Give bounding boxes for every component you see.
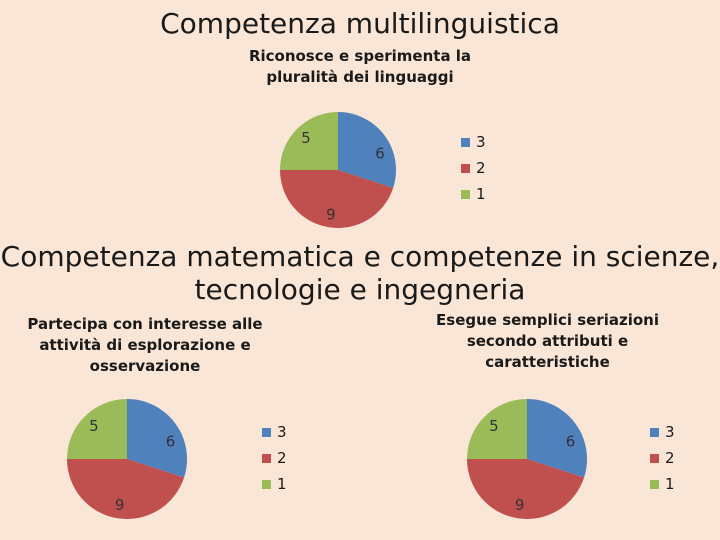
pie-1-label-3: 6: [375, 144, 385, 162]
pie-2-slice-1: [67, 399, 127, 459]
legend-2-swatch-1: [262, 479, 271, 489]
legend-1-item-3: 3: [461, 129, 486, 155]
page-title: Competenza multilinguistica: [160, 7, 560, 40]
pie-1-slice-3: [338, 112, 396, 188]
chart-2-title: Partecipa con interesse alle attività di…: [27, 315, 263, 375]
legend-2-label-3: 3: [277, 423, 287, 441]
legend-3-item-1: 1: [650, 471, 675, 497]
pie-3-label-3: 6: [566, 433, 576, 451]
legend-1-swatch-2: [461, 163, 470, 173]
legend-1-item-1: 1: [461, 181, 486, 207]
pie-2-label-1: 5: [89, 417, 99, 435]
legend-1-label-2: 2: [476, 159, 486, 177]
legend-2-item-2: 2: [262, 445, 287, 471]
pie-2-slice-2: [67, 459, 185, 519]
pie-1-label-1: 5: [301, 129, 311, 147]
legend-2-label-1: 1: [277, 475, 287, 493]
legend-3-label-2: 2: [665, 449, 675, 467]
pie-2-label-2: 9: [115, 496, 125, 514]
section-title-line-2: tecnologie e ingegneria: [194, 273, 526, 306]
section-title-line-1: Competenza matematica e competenze in sc…: [0, 240, 720, 273]
legend-1-swatch-1: [461, 189, 470, 199]
section-title: Competenza matematica e competenze in sc…: [0, 240, 720, 306]
legend-3-swatch-2: [650, 453, 659, 463]
chart-3-title: Esegue semplici seriazioni secondo attri…: [436, 311, 659, 371]
legend-2-label-2: 2: [277, 449, 287, 467]
legend-2-swatch-3: [262, 427, 271, 437]
legend-2-swatch-2: [262, 453, 271, 463]
legend-3-label-3: 3: [665, 423, 675, 441]
pie-3-slice-1: [467, 399, 527, 459]
pie-3-label-1: 5: [489, 417, 499, 435]
legend-3-swatch-1: [650, 479, 659, 489]
legend-1-item-2: 2: [461, 155, 486, 181]
legend-1-swatch-3: [461, 137, 470, 147]
pie-chart-1: 6 9 5: [280, 112, 396, 228]
legend-3-item-3: 3: [650, 419, 675, 445]
legend-3-item-2: 2: [650, 445, 675, 471]
legend-3-swatch-3: [650, 427, 659, 437]
legend-1-label-1: 1: [476, 185, 486, 203]
pie-1-label-2: 9: [326, 206, 336, 224]
legend-1-label-3: 3: [476, 133, 486, 151]
pie-1-slice-2: [280, 170, 394, 228]
pie-1-slice-1: [280, 112, 338, 170]
pie-3-label-2: 9: [515, 496, 525, 514]
legend-chart-3: 3 2 1: [650, 419, 675, 497]
pie-chart-3: 6 9 5: [467, 399, 587, 519]
legend-3-label-1: 1: [665, 475, 675, 493]
pie-2-slice-3: [127, 399, 187, 478]
legend-chart-1: 3 2 1: [461, 129, 486, 207]
pie-2-label-3: 6: [166, 433, 176, 451]
legend-2-item-3: 3: [262, 419, 287, 445]
legend-2-item-1: 1: [262, 471, 287, 497]
chart-1-title: Riconosce e sperimenta la pluralità dei …: [248, 47, 472, 86]
pie-chart-2: 6 9 5: [67, 399, 187, 519]
legend-chart-2: 3 2 1: [262, 419, 287, 497]
pie-3-slice-3: [527, 399, 587, 478]
pie-3-slice-2: [467, 459, 585, 519]
